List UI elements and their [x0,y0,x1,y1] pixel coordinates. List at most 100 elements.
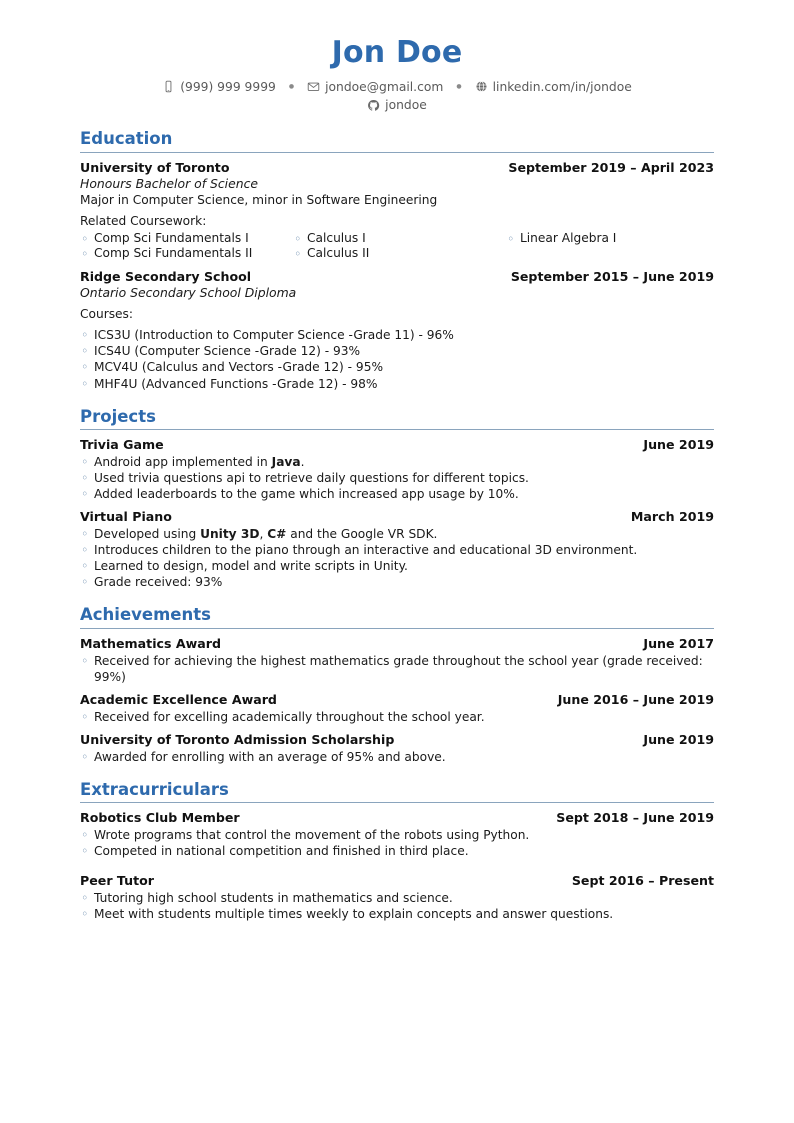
list-item: Awarded for enrolling with an average of… [80,749,714,765]
list-item: ICS4U (Computer Science -Grade 12) - 93% [80,343,714,359]
section-title-achievements: Achievements [80,605,211,625]
entry-header: Trivia Game June 2019 [80,437,714,452]
entry-header: Mathematics Award June 2017 [80,636,714,651]
entry-title: University of Toronto [80,159,230,175]
list-item: MCV4U (Calculus and Vectors -Grade 12) -… [80,359,714,375]
contact-separator [289,81,294,92]
list-item: Introduces children to the piano through… [80,542,714,558]
entry-header: Peer Tutor Sept 2016 – Present [80,873,714,888]
entry-ridge-secondary-school: Ridge Secondary School September 2015 – … [80,269,714,391]
project-bullets: Android app implemented in Java.Used tri… [80,454,714,502]
contact-separator [456,81,461,92]
entry-title: Robotics Club Member [80,810,240,826]
list-item: Learned to design, model and write scrip… [80,558,714,574]
section-divider [80,627,714,629]
contact-line-secondary: jondoe [80,96,714,114]
coursework-columns: Comp Sci Fundamentals IComp Sci Fundamen… [80,229,714,263]
entry-university-of-toronto: University of Toronto September 2019 – A… [80,160,714,263]
resume-header: Jon Doe (999) 999 9999 jondoe@gmail.com [80,35,714,114]
courses-list: ICS3U (Introduction to Computer Science … [80,327,714,391]
entry-date: September 2019 – April 2023 [508,159,714,175]
achievement-bullets: Received for excelling academically thro… [80,709,714,725]
contact-github[interactable]: jondoe [367,96,427,114]
section-title-projects: Projects [80,406,156,426]
entry-header: Robotics Club Member Sept 2018 – June 20… [80,810,714,825]
entry-header: University of Toronto Admission Scholars… [80,732,714,747]
list-item: Linear Algebra I [506,231,616,247]
section-divider [80,428,714,430]
entry-header: University of Toronto September 2019 – A… [80,160,714,175]
candidate-name: Jon Doe [331,35,463,70]
entry-title: Virtual Piano [80,509,172,525]
list-item: ICS3U (Introduction to Computer Science … [80,327,714,343]
entry-admission-scholarship: University of Toronto Admission Scholars… [80,732,714,765]
entry-date: September 2015 – June 2019 [510,269,714,285]
entry-date: Sept 2016 – Present [571,873,714,889]
entry-header: Virtual Piano March 2019 [80,509,714,524]
coursework-label: Related Coursework: [80,213,207,228]
entry-date: June 2016 – June 2019 [557,691,714,707]
list-item: Comp Sci Fundamentals I [80,231,293,247]
contact-email-text: jondoe@gmail.com [325,79,444,94]
achievement-bullets: Received for achieving the highest mathe… [80,653,714,685]
coursework-list: Comp Sci Fundamentals IComp Sci Fundamen… [80,231,293,263]
coursework-column: Calculus ICalculus II [293,229,506,263]
entry-trivia-game: Trivia Game June 2019 Android app implem… [80,437,714,502]
list-item: Received for achieving the highest mathe… [80,653,714,685]
achievement-bullets: Awarded for enrolling with an average of… [80,749,714,765]
entry-date: June 2019 [643,436,714,452]
entry-robotics-club-member: Robotics Club Member Sept 2018 – June 20… [80,810,714,859]
envelope-icon [307,80,320,93]
entry-header: Ridge Secondary School September 2015 – … [80,269,714,284]
entry-virtual-piano: Virtual Piano March 2019 Developed using… [80,509,714,590]
entry-title: University of Toronto Admission Scholars… [80,731,395,747]
contact-github-text: jondoe [385,97,427,112]
list-item: MHF4U (Advanced Functions -Grade 12) - 9… [80,376,714,392]
entry-title: Peer Tutor [80,873,154,889]
list-item: Added leaderboards to the game which inc… [80,486,714,502]
github-icon [367,99,380,112]
list-item: Android app implemented in Java. [80,454,714,470]
extracurricular-bullets: Tutoring high school students in mathema… [80,890,714,922]
section-education: Education University of Toronto Septembe… [80,129,714,392]
mobile-phone-icon [162,80,175,93]
contact-linkedin-text: linkedin.com/in/jondoe [492,79,632,94]
entry-title: Trivia Game [80,436,164,452]
globe-icon [475,80,488,93]
list-item: Grade received: 93% [80,574,714,590]
entry-date: June 2017 [643,635,714,651]
entry-description: Major in Computer Science, minor in Soft… [80,192,438,207]
list-item: Used trivia questions api to retrieve da… [80,470,714,486]
entry-subtitle: Ontario Secondary School Diploma [80,285,297,301]
contact-phone[interactable]: (999) 999 9999 [162,78,276,96]
entry-title: Academic Excellence Award [80,691,277,707]
section-extracurriculars: Extracurriculars Robotics Club Member Se… [80,779,714,923]
list-item: Received for excelling academically thro… [80,709,714,725]
entry-date: Sept 2018 – June 2019 [556,810,714,826]
contact-phone-text: (999) 999 9999 [180,79,276,94]
contact-linkedin[interactable]: linkedin.com/in/jondoe [475,78,632,96]
coursework-column: Linear Algebra I [506,229,616,263]
list-item: Competed in national competition and fin… [80,843,714,859]
list-item: Tutoring high school students in mathema… [80,890,714,906]
list-item: Calculus II [293,246,506,262]
entry-peer-tutor: Peer Tutor Sept 2016 – Present Tutoring … [80,873,714,922]
extracurricular-bullets: Wrote programs that control the movement… [80,827,714,859]
coursework-column: Comp Sci Fundamentals IComp Sci Fundamen… [80,229,293,263]
section-title-extracurriculars: Extracurriculars [80,779,229,799]
entry-title: Mathematics Award [80,635,221,651]
entry-academic-excellence-award: Academic Excellence Award June 2016 – Ju… [80,692,714,725]
list-item: Meet with students multiple times weekly… [80,906,714,922]
list-item: Comp Sci Fundamentals II [80,246,293,262]
entry-mathematics-award: Mathematics Award June 2017 Received for… [80,636,714,685]
contact-email[interactable]: jondoe@gmail.com [307,78,443,96]
section-divider [80,151,714,153]
entry-subtitle: Honours Bachelor of Science [80,175,259,191]
list-item: Developed using Unity 3D, C# and the Goo… [80,526,714,542]
section-achievements: Achievements Mathematics Award June 2017… [80,606,714,765]
section-divider [80,802,714,804]
list-item: Calculus I [293,231,506,247]
section-title-education: Education [80,129,173,149]
entry-date: March 2019 [630,509,714,525]
